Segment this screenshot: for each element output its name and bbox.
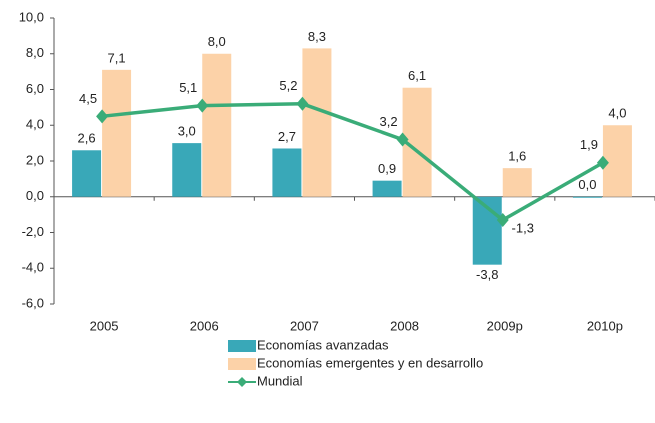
x-tick-label: 2009p	[487, 318, 523, 333]
value-label: 4,5	[79, 91, 97, 106]
y-tick-label: 2,0	[26, 152, 44, 167]
value-label: 6,1	[408, 68, 426, 83]
value-label: 4,0	[608, 106, 626, 121]
value-label: 3,2	[380, 114, 398, 129]
bar	[302, 48, 332, 197]
y-tick-label: 8,0	[26, 45, 44, 60]
line-marker	[496, 212, 509, 227]
y-tick-label: 4,0	[26, 117, 44, 132]
y-tick-label: -4,0	[22, 260, 44, 275]
bar	[202, 53, 232, 197]
value-label: 8,0	[208, 34, 226, 49]
bar	[72, 150, 102, 197]
y-tick-label: 0,0	[26, 188, 44, 203]
y-tick-label: 10,0	[19, 9, 44, 24]
line-marker	[196, 98, 209, 113]
line-marker	[296, 96, 309, 111]
value-label: 1,9	[580, 137, 598, 152]
bar	[572, 196, 602, 198]
legend-label: Economías emergentes y en desarrollo	[257, 355, 483, 370]
line	[101, 102, 604, 223]
value-label: 8,3	[308, 29, 326, 44]
bar	[602, 125, 632, 197]
legend-marker	[237, 377, 247, 387]
legend-swatch	[228, 358, 256, 370]
value-label: 2,7	[278, 129, 296, 144]
y-tick-label: -2,0	[22, 224, 44, 239]
legend-label: Mundial	[257, 373, 303, 388]
bar	[172, 143, 202, 197]
value-label: 2,6	[78, 131, 96, 146]
line-marker	[396, 132, 409, 147]
value-label: 1,6	[508, 149, 526, 164]
value-label: 5,2	[279, 78, 297, 93]
x-tick-label: 2007	[290, 318, 319, 333]
y-tick-label: -6,0	[22, 295, 44, 310]
line-marker	[96, 109, 109, 124]
value-label: 0,9	[378, 161, 396, 176]
x-tick-label: 2008	[390, 318, 419, 333]
value-label: -1,3	[512, 220, 534, 235]
y-tick-label: 6,0	[26, 81, 44, 96]
value-label: 0,0	[578, 177, 596, 192]
line-marker	[596, 155, 609, 170]
x-tick-label: 2005	[90, 318, 119, 333]
bar	[372, 180, 402, 197]
value-label: 5,1	[179, 80, 197, 95]
x-tick-label: 2006	[190, 318, 219, 333]
bar	[102, 69, 132, 197]
legend-swatch	[228, 340, 256, 352]
value-label: 7,1	[108, 50, 126, 65]
value-label: 3,0	[178, 124, 196, 139]
legend-label: Economías avanzadas	[257, 337, 389, 352]
bar	[502, 168, 532, 197]
bar	[272, 148, 302, 197]
value-label: -3,8	[476, 267, 498, 282]
x-tick-label: 2010p	[587, 318, 623, 333]
